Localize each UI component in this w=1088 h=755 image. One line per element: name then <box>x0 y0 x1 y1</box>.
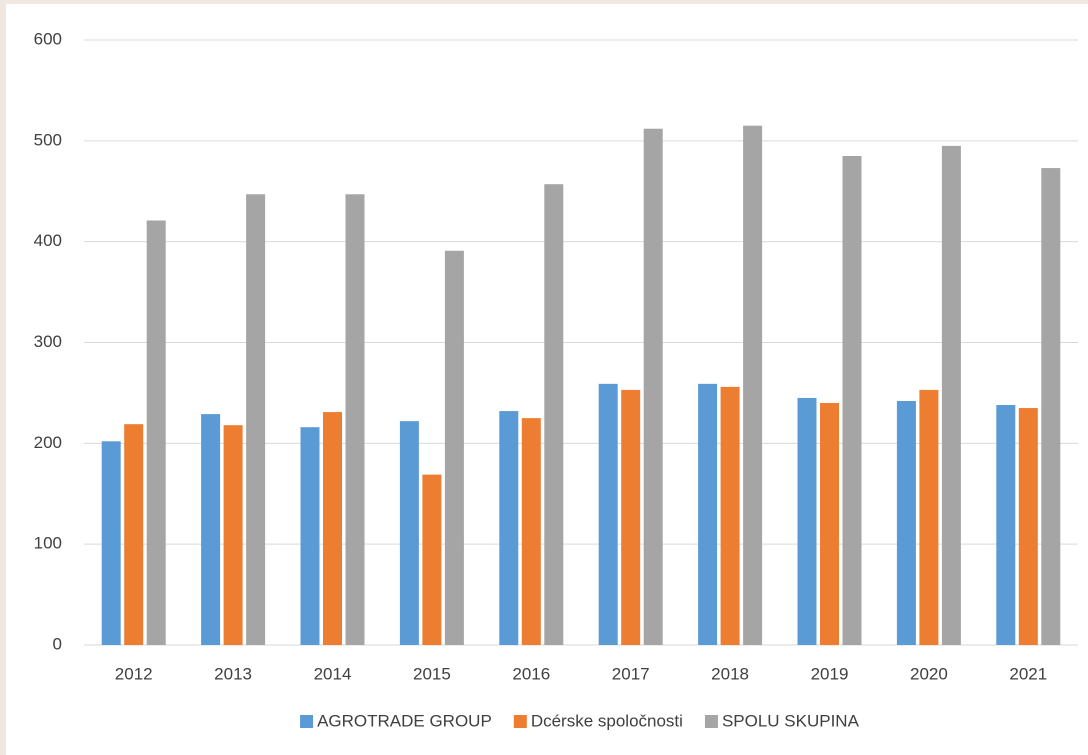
x-tick-label: 2019 <box>811 664 849 683</box>
y-tick-label: 200 <box>34 433 62 452</box>
legend-swatch <box>704 715 718 728</box>
bar <box>323 412 342 645</box>
bar <box>444 250 464 645</box>
legend-label: AGROTRADE GROUP <box>317 711 492 730</box>
x-tick-label: 2021 <box>1009 664 1047 683</box>
legend-label: SPOLU SKUPINA <box>722 711 860 730</box>
bar <box>941 145 961 645</box>
x-tick-label: 2017 <box>612 664 650 683</box>
bar <box>996 405 1016 645</box>
y-tick-label: 400 <box>34 231 62 250</box>
bar <box>124 424 144 645</box>
x-tick-label: 2012 <box>115 664 153 683</box>
x-tick-label: 2014 <box>314 664 352 683</box>
bar <box>698 383 718 645</box>
legend-label: Dcérske spoločnosti <box>531 711 683 730</box>
bar <box>896 400 916 645</box>
bar <box>300 427 320 645</box>
bar <box>544 184 564 646</box>
bar <box>345 194 365 645</box>
y-tick-label: 500 <box>34 130 62 149</box>
bar <box>1018 408 1038 645</box>
bar <box>399 421 419 645</box>
bar <box>146 220 166 645</box>
bar <box>1041 168 1061 645</box>
x-tick-label: 2020 <box>910 664 948 683</box>
bar <box>201 414 221 645</box>
bar <box>842 155 862 646</box>
bar <box>720 386 740 645</box>
legend-swatch <box>300 715 314 728</box>
y-tick-label: 100 <box>34 534 62 553</box>
bar <box>919 389 939 645</box>
bar <box>743 125 763 646</box>
bar <box>246 194 266 645</box>
x-tick-label: 2015 <box>413 664 451 683</box>
bar <box>223 425 243 645</box>
bar <box>820 403 839 645</box>
bar <box>499 411 519 645</box>
y-tick-label: 600 <box>34 29 62 48</box>
bar <box>422 474 442 645</box>
bar <box>598 383 618 645</box>
bar <box>797 397 817 645</box>
x-tick-label: 2018 <box>711 664 749 683</box>
bar <box>643 128 663 645</box>
bar <box>101 441 121 645</box>
y-tick-label: 0 <box>53 634 62 653</box>
legend-swatch <box>513 715 527 728</box>
x-tick-label: 2013 <box>214 664 252 683</box>
x-tick-label: 2016 <box>512 664 550 683</box>
bar <box>521 418 541 645</box>
bar <box>621 389 641 645</box>
y-tick-label: 300 <box>34 332 62 351</box>
